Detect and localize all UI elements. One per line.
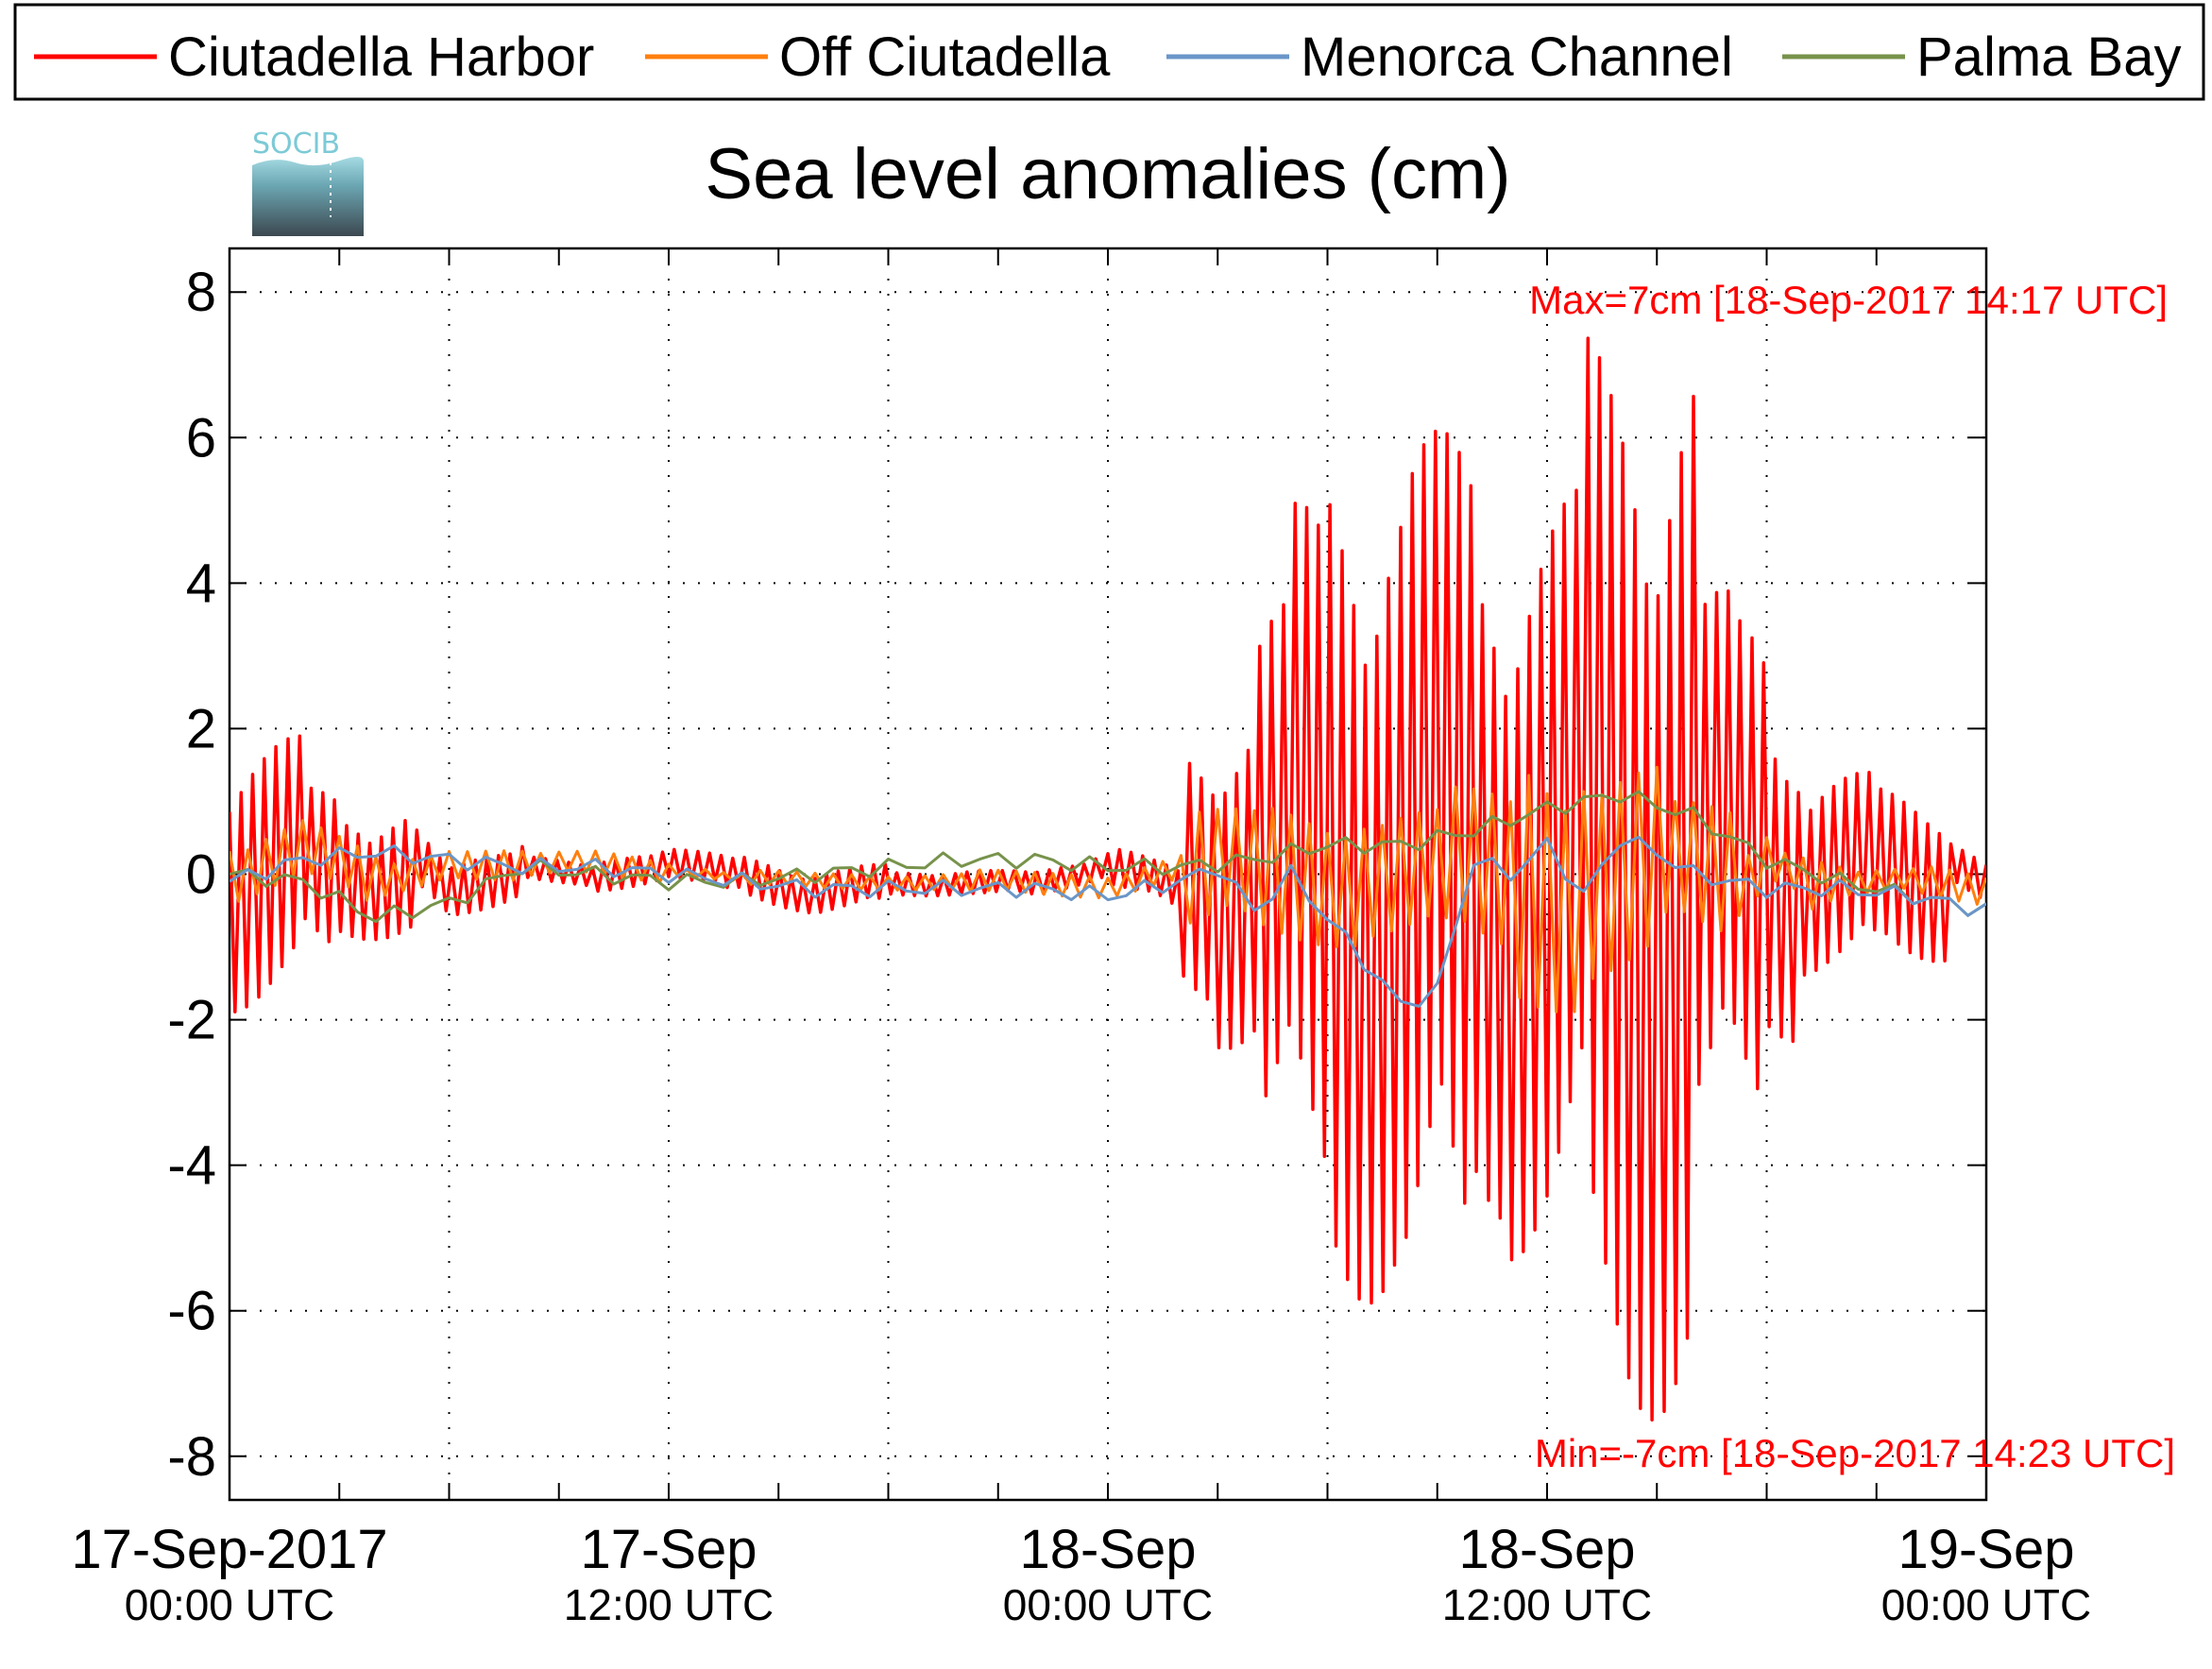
grid-layer — [230, 248, 1986, 1500]
legend-label: Off Ciutadella — [779, 26, 1111, 88]
series-line — [230, 336, 1986, 1422]
x-tick-label-time: 12:00 UTC — [1442, 1580, 1652, 1629]
legend: Ciutadella Harbor Off Ciutadella Menorca… — [13, 3, 2205, 101]
legend-entry: Palma Bay — [1782, 26, 2181, 88]
y-tick-label: 4 — [186, 553, 216, 614]
legend-label: Menorca Channel — [1301, 26, 1733, 88]
series-line — [230, 765, 1986, 1013]
series-layer — [230, 336, 1986, 1422]
x-tick-label-time: 00:00 UTC — [1003, 1580, 1213, 1629]
y-tick-label: 6 — [186, 407, 216, 468]
legend-box — [13, 3, 2205, 101]
legend-label: Palma Bay — [1916, 26, 2181, 88]
y-tick-label: 2 — [186, 698, 216, 759]
y-tick-label: -6 — [167, 1281, 216, 1342]
legend-label: Ciutadella Harbor — [168, 26, 594, 88]
logo-text: SOCIB — [252, 128, 340, 161]
x-tick-label-time: 00:00 UTC — [1881, 1580, 2091, 1629]
x-tick-label-time: 12:00 UTC — [564, 1580, 774, 1629]
socib-logo: SOCIB — [252, 128, 365, 236]
legend-entry: Off Ciutadella — [645, 26, 1111, 88]
x-tick-label-date: 18-Sep — [1019, 1519, 1196, 1580]
y-tick-label: -4 — [167, 1135, 216, 1197]
max-annotation: Max=7cm [18-Sep-2017 14:17 UTC] — [1529, 278, 2168, 322]
x-tick-label-date: 17-Sep — [580, 1519, 757, 1580]
x-tick-label-date: 18-Sep — [1458, 1519, 1635, 1580]
x-tick-label-time: 00:00 UTC — [125, 1580, 334, 1629]
logo-wave — [252, 156, 365, 236]
y-tick-label: 0 — [186, 844, 216, 906]
x-tick-label-date: 17-Sep-2017 — [71, 1519, 387, 1580]
series-line — [230, 835, 1986, 1008]
y-tick-label: 8 — [186, 262, 216, 323]
legend-entry: Ciutadella Harbor — [34, 26, 594, 88]
y-tick-label: -2 — [167, 990, 216, 1051]
min-annotation: Min=-7cm [18-Sep-2017 14:23 UTC] — [1535, 1431, 2175, 1475]
y-axis: 8 6 4 2 0 -2 -4 -6 -8 — [167, 262, 1986, 1488]
y-tick-label: -8 — [167, 1426, 216, 1488]
x-tick-label-date: 19-Sep — [1897, 1519, 2074, 1580]
legend-entry: Menorca Channel — [1166, 26, 1733, 88]
chart-title: Sea level anomalies (cm) — [705, 134, 1510, 214]
